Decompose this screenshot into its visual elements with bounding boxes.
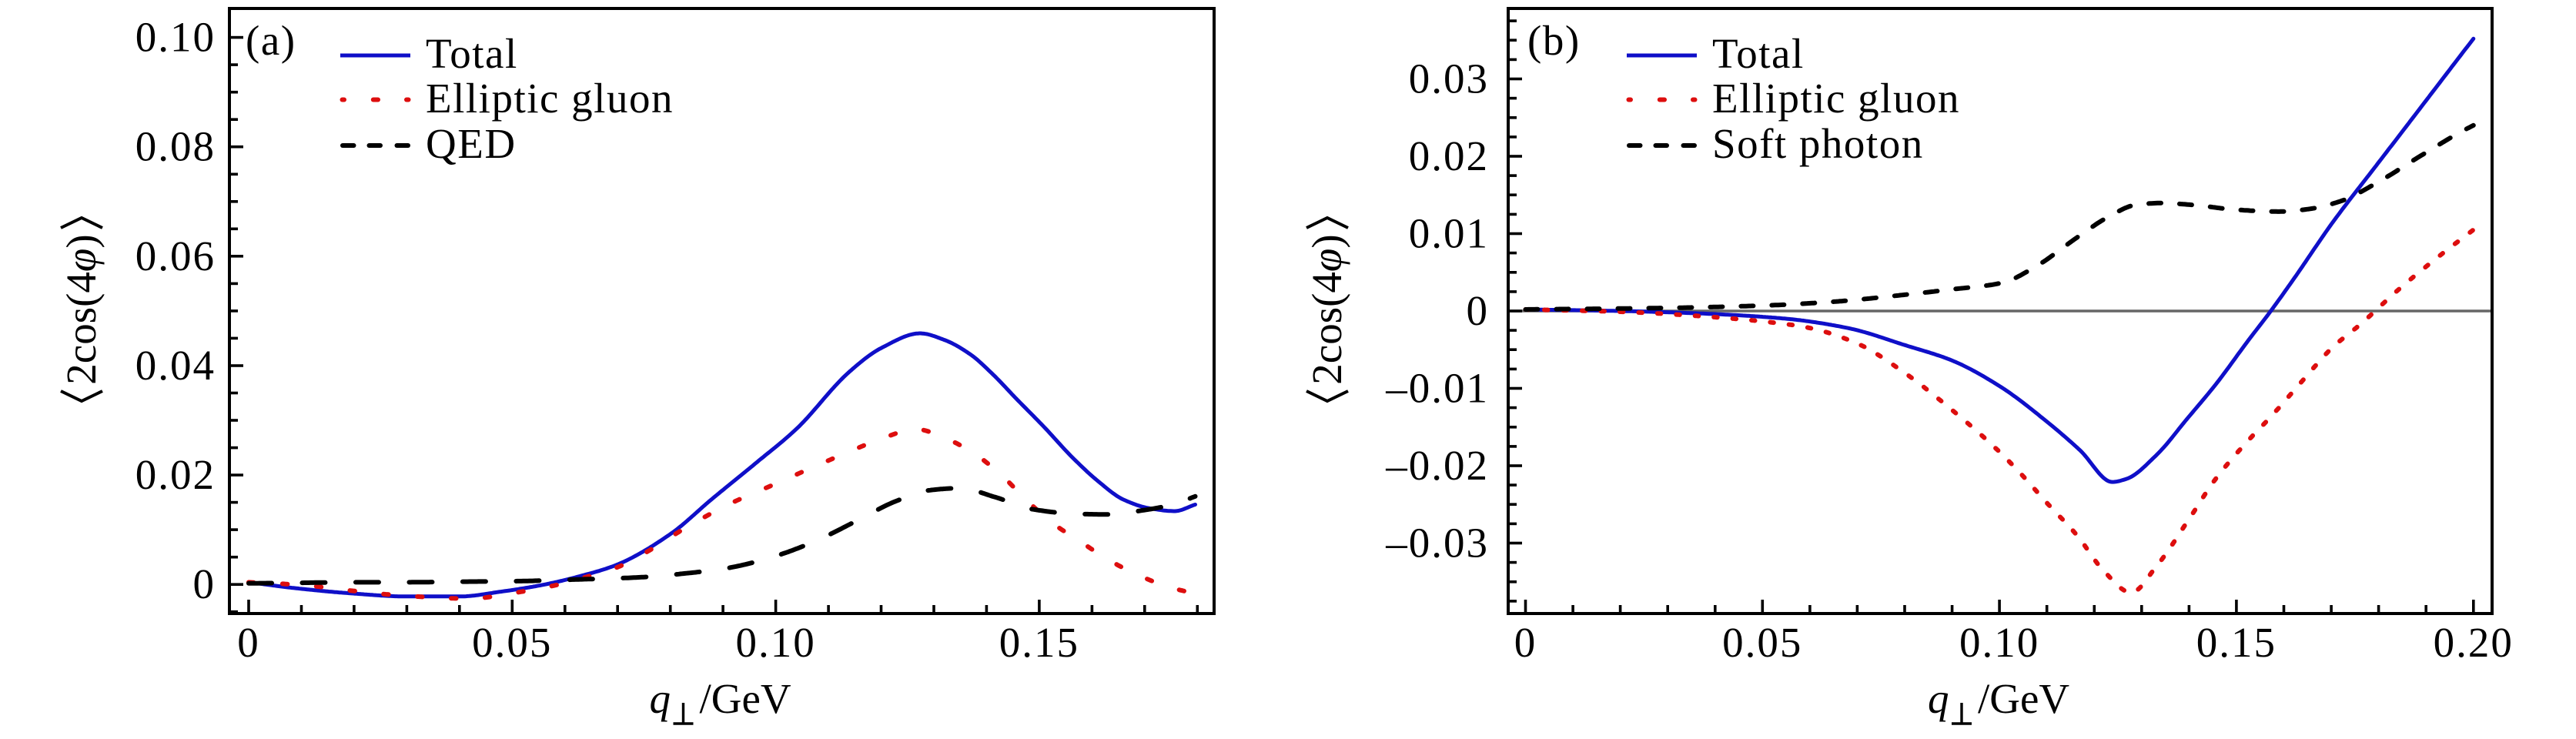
svg-text:q: q [1928,675,1949,722]
svg-text:Soft photon: Soft photon [1712,120,1924,167]
svg-text:(b): (b) [1527,17,1581,64]
svg-text:2cos(4φ): 2cos(4φ) [1303,234,1350,384]
svg-text:0.05: 0.05 [1722,619,1802,666]
svg-text:Total: Total [1712,30,1805,77]
svg-text:QED: QED [426,120,517,167]
svg-text:0.10: 0.10 [735,619,815,666]
svg-text:0.03: 0.03 [1409,55,1489,102]
svg-text:–0.01: –0.01 [1385,365,1489,412]
svg-text:/GeV: /GeV [700,675,791,722]
svg-text:0.10: 0.10 [1959,619,2039,666]
svg-text:–0.02: –0.02 [1385,442,1489,489]
svg-text:0: 0 [193,560,216,607]
svg-text:0: 0 [237,619,260,666]
svg-text:0.08: 0.08 [135,123,216,170]
svg-text:0.01: 0.01 [1409,210,1489,257]
svg-text:q: q [650,675,671,722]
svg-text:0.10: 0.10 [135,14,216,61]
svg-text:0.15: 0.15 [999,619,1079,666]
svg-text:–0.03: –0.03 [1385,520,1489,567]
svg-text:0.05: 0.05 [472,619,552,666]
svg-text:0: 0 [1467,287,1490,334]
svg-text:0.04: 0.04 [135,342,216,389]
svg-text:0.15: 0.15 [2196,619,2277,666]
svg-text:0.02: 0.02 [1409,132,1489,179]
svg-text:Elliptic gluon: Elliptic gluon [1712,75,1960,122]
svg-text:0: 0 [1514,619,1537,666]
svg-text:0.06: 0.06 [135,232,216,279]
svg-text:Total: Total [426,30,518,77]
svg-text:2cos(4φ): 2cos(4φ) [58,234,105,384]
svg-text:0.02: 0.02 [135,451,216,498]
svg-text:/GeV: /GeV [1978,675,2069,722]
svg-text:0.20: 0.20 [2434,619,2514,666]
svg-text:(a): (a) [246,17,296,64]
svg-text:Elliptic gluon: Elliptic gluon [426,75,674,122]
